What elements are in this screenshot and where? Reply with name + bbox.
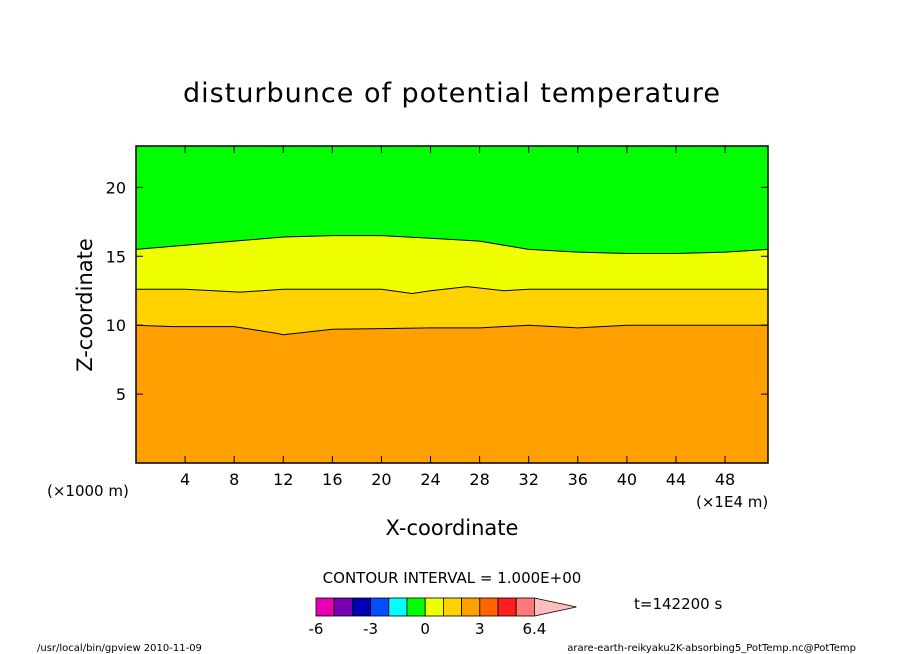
colorbar-swatch [370,597,390,617]
plot-frame [135,145,769,464]
colorbar-swatch [424,597,444,617]
x-tick-label: 36 [568,470,588,489]
colorbar-swatch [315,597,335,617]
x-tick-label: 24 [420,470,440,489]
x-tick-label: 12 [273,470,293,489]
footer-right: arare-earth-reikyaku2K-absorbing5_PotTem… [567,643,856,654]
contour-line-level-1 [135,235,769,254]
chart-title: disturbunce of potential temperature [183,78,721,109]
y-tick-label: 15 [106,247,126,266]
colorbar-tick-label: 3 [475,620,485,638]
colorbar-arrow [534,597,577,617]
fill-region-below-3 [136,325,768,463]
x-tick-label: 8 [229,470,239,489]
fill-region-3-to-2 [136,286,768,335]
x-tick-label: 48 [715,470,735,489]
x-axis: 4 8 12 16 20 24 28 32 36 40 44 48 [180,146,735,489]
contour-line-level-2 [136,286,768,295]
x-tick-label: 28 [469,470,489,489]
colorbar-swatch [461,597,481,617]
colorbar-swatch [351,597,371,617]
colorbar-tick-label: -3 [363,620,378,638]
x-unit-right: (×1E4 m) [696,493,768,511]
y-tick-label: 5 [116,385,126,404]
x-tick-label: 16 [322,470,342,489]
x-tick-label: 32 [519,470,539,489]
fill-region-2-to-1 [136,235,768,294]
time-label: t=142200 s [634,595,722,613]
y-tick-label: 20 [106,178,126,197]
y-tick-label: 10 [106,316,126,335]
fill-region-above-1 [136,146,768,254]
colorbar-swatch [442,597,462,617]
colorbar: -6 -3 0 3 6.4 [309,597,577,638]
x-tick-label: 40 [617,470,637,489]
colorbar-swatch [497,597,517,617]
footer-left: /usr/local/bin/gpview 2010-11-09 [37,643,202,654]
colorbar-swatch [479,597,499,617]
colorbar-tick-label: 6.4 [522,620,546,638]
x-tick-label: 4 [180,470,190,489]
x-axis-label: X-coordinate [386,516,519,540]
colorbar-swatch [515,597,535,617]
colorbar-swatch [333,597,353,617]
x-tick-label: 44 [666,470,686,489]
colorbar-swatch [406,597,426,617]
contour-line-level-3 [135,324,768,336]
colorbar-swatch [388,597,408,617]
x-tick-label: 20 [371,470,391,489]
y-axis-label: Z-coordinate [73,238,97,372]
x-unit-left: (×1000 m) [47,482,129,500]
contour-interval-label: CONTOUR INTERVAL = 1.000E+00 [323,569,582,587]
colorbar-tick-label: 0 [420,620,430,638]
colorbar-tick-label: -6 [309,620,324,638]
y-axis: 5 10 15 20 [106,178,768,404]
